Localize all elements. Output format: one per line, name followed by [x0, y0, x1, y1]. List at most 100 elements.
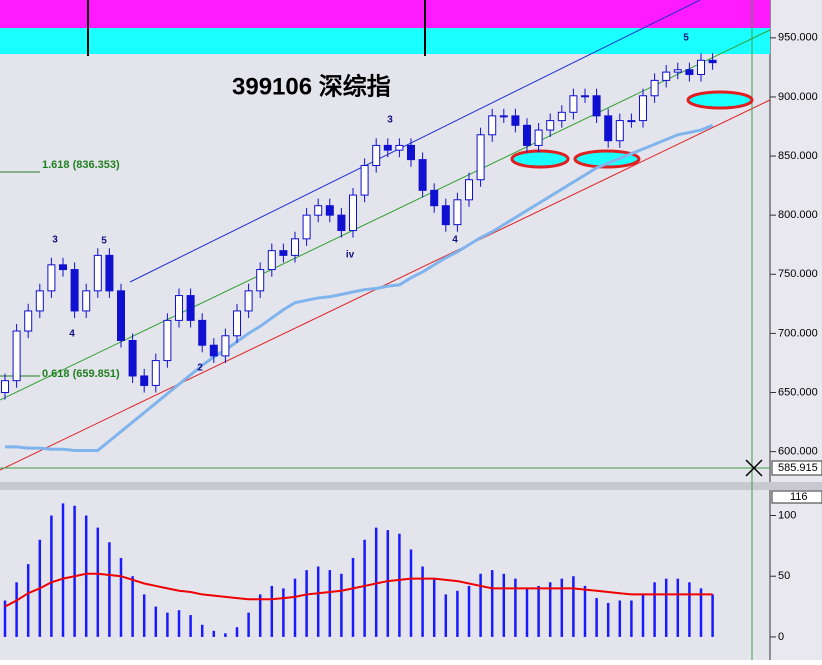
candle-body: [465, 179, 473, 201]
y-tick-label: 0: [778, 631, 784, 643]
candle-body: [151, 360, 160, 386]
candle-body: [244, 290, 253, 312]
candle-body: [546, 120, 555, 131]
candle-body: [1, 380, 9, 394]
highlight: [573, 149, 641, 169]
candle-body: [209, 344, 218, 357]
candle-body: [441, 205, 450, 226]
candle-body: [360, 165, 369, 196]
candle-body: [24, 310, 33, 332]
wave-label: 3: [52, 235, 58, 246]
candle-body: [12, 330, 21, 382]
candle-body: [175, 295, 183, 321]
candle-body: [430, 189, 439, 207]
candle-body: [499, 115, 508, 118]
band-cyan: [0, 28, 770, 54]
y-tick-label: 100: [778, 509, 796, 521]
candle-body: [685, 69, 694, 75]
wave-label: 2: [197, 363, 203, 374]
candle-body: [47, 264, 56, 292]
wave-label: 4: [69, 329, 75, 340]
candle-body: [140, 375, 149, 386]
y-tick-label: 600.000: [778, 446, 818, 458]
candle-body: [534, 129, 543, 146]
candle-body: [523, 124, 531, 146]
wave-label: 5: [683, 33, 689, 44]
candle-body: [82, 290, 91, 312]
candle-body: [93, 254, 102, 292]
candle-body: [639, 95, 647, 122]
candle-body: [372, 144, 381, 167]
trend-line: [129, 0, 701, 283]
y-tick-label: 700.000: [778, 327, 818, 339]
candle-body: [349, 194, 357, 232]
highlight: [686, 90, 754, 110]
axis-strip: [770, 0, 822, 660]
top-value-box: [771, 490, 822, 504]
candle-body: [511, 115, 520, 126]
chart-title: 399106 深综指: [232, 72, 391, 100]
band-magenta: [0, 0, 770, 28]
wave-label: 5: [101, 236, 107, 247]
candle-body: [592, 95, 601, 117]
candle-body: [325, 205, 334, 216]
candle-body: [569, 95, 578, 113]
candle-body: [163, 319, 172, 362]
y-tick-label: 950.000: [778, 32, 818, 44]
y-tick-label: 900.000: [778, 91, 818, 103]
candle-body: [128, 339, 137, 377]
candle-body: [697, 59, 705, 75]
last-price-label: 585.915: [778, 462, 818, 474]
candle-body: [267, 250, 276, 271]
candle-body: [418, 159, 427, 191]
candle-body: [314, 205, 323, 216]
y-tick-label: 800.000: [778, 209, 818, 221]
last-price-box: [771, 460, 822, 476]
candle-body: [186, 295, 195, 321]
candle-body: [233, 310, 241, 337]
candle-body: [650, 79, 659, 97]
candle-body: [673, 69, 682, 73]
indicator-line: [5, 123, 714, 452]
candle-body: [604, 115, 613, 142]
candle-body: [453, 199, 462, 226]
candle-body: [708, 59, 717, 64]
crosshair-cursor: [745, 459, 763, 477]
top-value-label: 116: [790, 491, 808, 503]
trend-line: [0, 29, 771, 401]
candle-body: [70, 269, 79, 312]
candle-body: [291, 238, 299, 256]
candle-body: [279, 250, 288, 256]
candle-body: [221, 335, 230, 357]
candle-body: [35, 290, 44, 312]
candle-body: [488, 115, 497, 136]
candle-body: [476, 134, 485, 181]
candle-body: [557, 111, 566, 122]
candle-body: [198, 319, 207, 346]
y-tick-label: 850.000: [778, 150, 818, 162]
candle-body: [615, 120, 624, 142]
y-tick-label: 650.000: [778, 386, 818, 398]
fib-label: 1.618 (836.353): [42, 159, 120, 171]
candle-body: [581, 95, 589, 98]
y-tick-label: 50: [778, 570, 790, 582]
candle-body: [395, 144, 404, 151]
indicator-line: [4, 572, 713, 608]
candle-body: [383, 144, 392, 151]
wave-label: 4: [452, 235, 458, 246]
candle-body: [302, 214, 311, 240]
candle-body: [662, 71, 671, 81]
trend-line: [0, 99, 771, 471]
candle-body: [105, 254, 114, 292]
candle-body: [627, 120, 636, 123]
candle-body: [59, 264, 67, 271]
candle-body: [407, 144, 415, 161]
fib-label: 0.618 (659.851): [42, 368, 120, 380]
wave-label: iv: [346, 250, 355, 261]
panel-divider: [0, 482, 822, 490]
wave-label: 3: [387, 115, 393, 126]
candle-body: [117, 290, 125, 341]
candle-body: [337, 214, 346, 232]
y-tick-label: 750.000: [778, 268, 818, 280]
